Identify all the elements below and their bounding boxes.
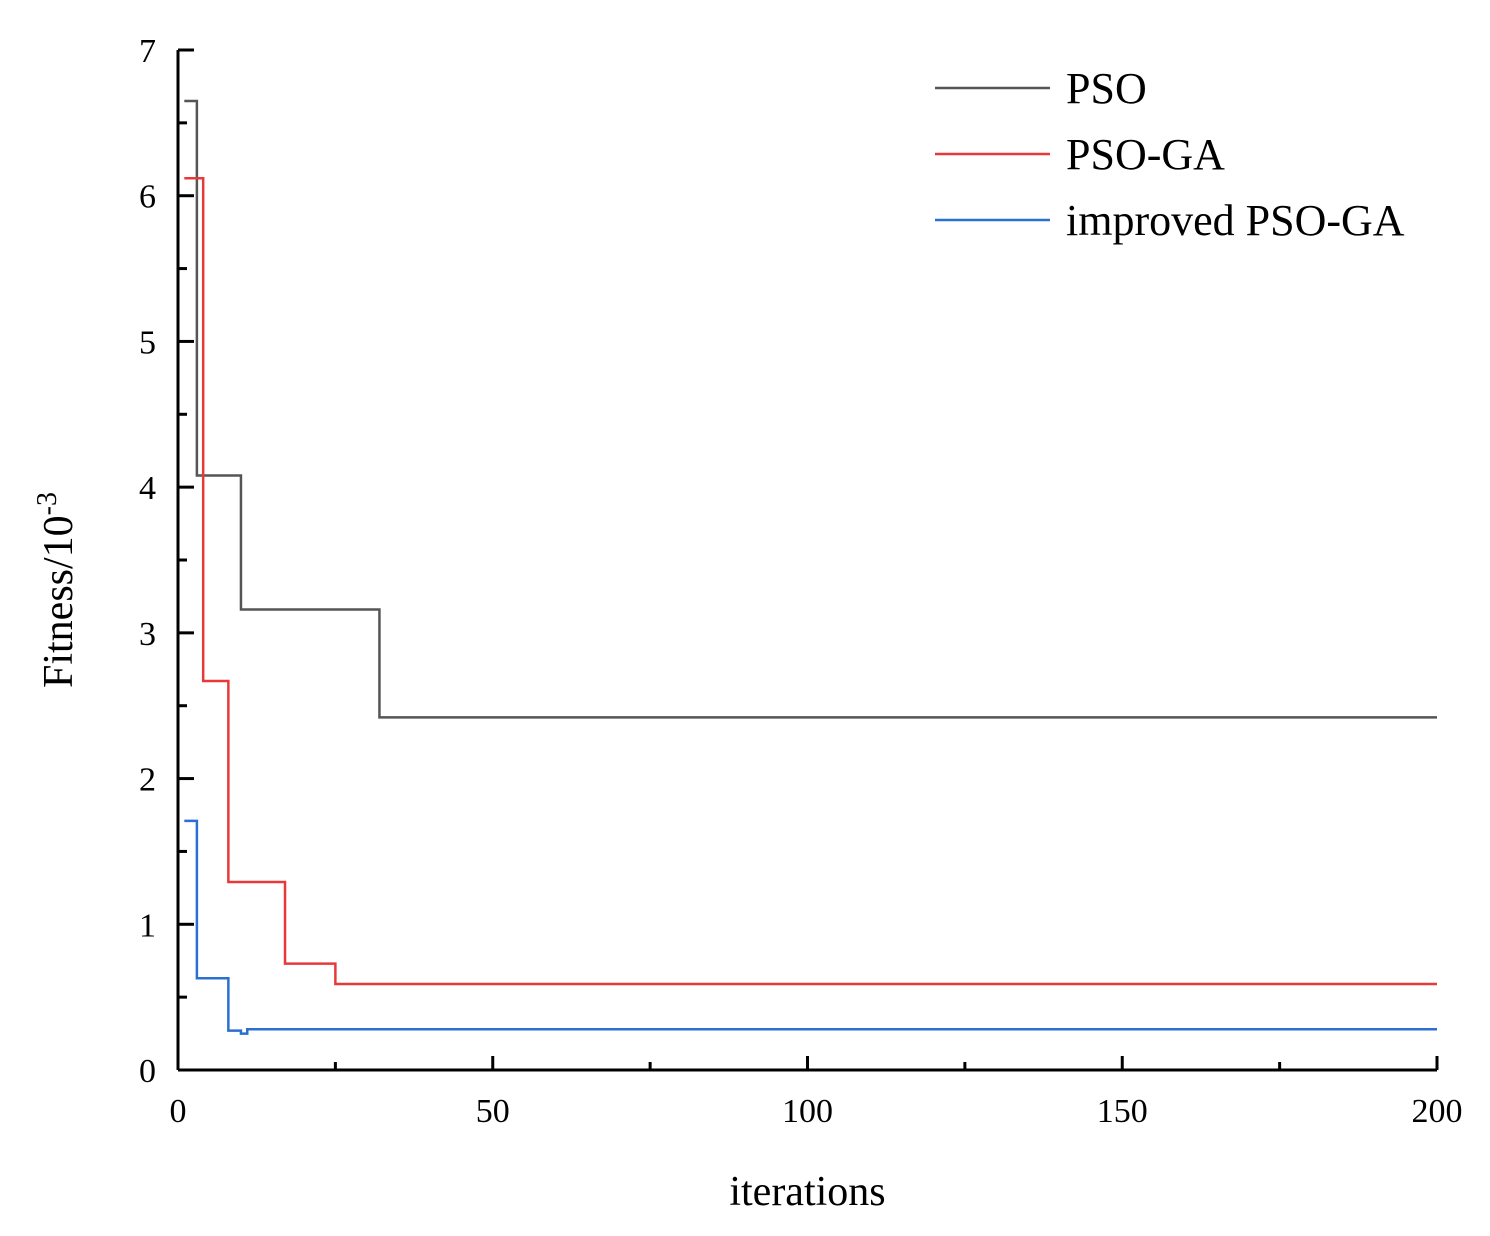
- series-group: [184, 99, 1437, 1035]
- y-tick-label: 0: [139, 1053, 156, 1090]
- y-tick-label: 1: [139, 907, 156, 944]
- y-tick-label: 5: [139, 324, 156, 361]
- y-ticks: 0 1 2 3 4 5 6 7: [139, 33, 194, 1090]
- series-line-improved-pso-ga: [184, 819, 1437, 1035]
- y-axis-title: Fitness/10-3: [32, 492, 82, 688]
- series-line-pso: [184, 99, 1437, 719]
- y-tick-label: 2: [139, 762, 156, 799]
- svg-text:Fitness/10-3: Fitness/10-3: [32, 492, 82, 688]
- y-axis-title-exponent: -3: [32, 492, 63, 515]
- legend-label-pso: PSO: [1066, 64, 1147, 113]
- series-line-pso-ga: [184, 176, 1437, 986]
- legend: PSO PSO-GA improved PSO-GA: [935, 64, 1405, 245]
- x-tick-label: 150: [1097, 1093, 1148, 1130]
- x-tick-label: 100: [782, 1093, 833, 1130]
- legend-label-pso-ga: PSO-GA: [1066, 130, 1225, 179]
- y-tick-label: 4: [139, 470, 156, 507]
- y-tick-label: 7: [139, 33, 156, 70]
- x-tick-label: 200: [1412, 1093, 1463, 1130]
- x-tick-label: 0: [170, 1093, 187, 1130]
- y-tick-label: 6: [139, 179, 156, 216]
- y-axis-title-base: Fitness/10: [36, 515, 82, 688]
- x-tick-label: 50: [476, 1093, 510, 1130]
- x-axis-title: iterations: [729, 1169, 885, 1215]
- x-ticks: 0 50 100 150 200: [170, 1056, 1463, 1130]
- y-tick-label: 3: [139, 616, 156, 653]
- legend-label-improved-pso-ga: improved PSO-GA: [1066, 196, 1405, 245]
